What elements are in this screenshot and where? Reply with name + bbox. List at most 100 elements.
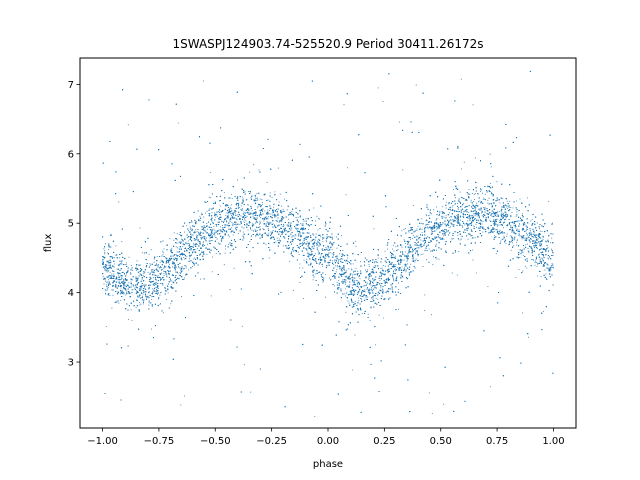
data-point bbox=[159, 302, 162, 305]
data-point bbox=[493, 230, 495, 232]
data-point bbox=[473, 213, 475, 215]
data-point bbox=[511, 237, 513, 239]
data-point bbox=[473, 193, 476, 195]
data-point bbox=[234, 224, 236, 226]
data-point bbox=[331, 253, 333, 255]
data-point bbox=[441, 213, 443, 215]
data-point bbox=[310, 240, 312, 242]
data-point bbox=[306, 255, 309, 257]
data-point bbox=[516, 244, 518, 246]
data-point bbox=[416, 251, 418, 253]
data-point bbox=[502, 227, 504, 229]
data-point bbox=[474, 157, 476, 159]
data-point bbox=[131, 319, 133, 322]
data-point bbox=[380, 287, 382, 289]
data-point bbox=[345, 311, 347, 313]
data-point bbox=[278, 238, 280, 240]
data-point bbox=[377, 87, 379, 89]
data-point bbox=[434, 237, 436, 239]
data-point bbox=[421, 218, 423, 220]
data-point bbox=[531, 250, 533, 253]
data-point bbox=[231, 221, 233, 223]
data-point bbox=[389, 274, 391, 276]
data-point bbox=[515, 200, 518, 202]
data-point bbox=[325, 241, 328, 243]
data-point bbox=[435, 219, 437, 221]
data-point bbox=[279, 193, 281, 195]
data-point bbox=[467, 238, 469, 240]
data-point bbox=[104, 288, 106, 290]
data-point bbox=[315, 273, 317, 275]
data-point bbox=[248, 212, 250, 214]
data-point bbox=[518, 232, 520, 234]
data-point bbox=[160, 272, 163, 274]
data-point bbox=[351, 269, 353, 271]
data-point bbox=[381, 274, 383, 276]
data-point bbox=[127, 318, 130, 320]
data-point bbox=[256, 193, 258, 195]
data-point bbox=[449, 212, 451, 214]
data-point bbox=[178, 241, 180, 243]
data-point bbox=[230, 210, 232, 213]
data-point bbox=[522, 254, 524, 256]
data-point bbox=[325, 246, 327, 249]
data-point bbox=[204, 229, 206, 231]
data-point bbox=[195, 229, 197, 231]
data-point bbox=[495, 253, 497, 255]
data-point bbox=[445, 220, 447, 222]
data-point bbox=[104, 252, 106, 254]
data-point bbox=[290, 212, 293, 214]
data-point bbox=[365, 298, 367, 300]
data-point bbox=[283, 198, 286, 200]
data-point bbox=[125, 282, 127, 284]
data-point bbox=[416, 247, 418, 249]
data-point bbox=[436, 258, 438, 260]
data-point bbox=[117, 279, 119, 281]
data-point bbox=[120, 299, 122, 301]
data-point bbox=[259, 225, 261, 228]
data-point bbox=[136, 260, 138, 262]
data-point bbox=[470, 201, 472, 203]
data-point bbox=[542, 310, 544, 312]
data-point bbox=[152, 268, 154, 271]
data-point bbox=[240, 208, 242, 211]
data-point bbox=[405, 265, 407, 267]
data-point bbox=[317, 240, 319, 242]
data-point bbox=[550, 248, 553, 250]
data-point bbox=[536, 247, 539, 250]
data-point bbox=[529, 231, 531, 233]
data-point bbox=[444, 220, 446, 222]
data-point bbox=[268, 232, 270, 234]
data-point bbox=[259, 213, 261, 215]
data-point bbox=[499, 219, 501, 221]
data-point bbox=[358, 276, 360, 278]
data-point bbox=[312, 279, 314, 281]
data-point bbox=[392, 244, 394, 246]
data-point bbox=[256, 217, 258, 219]
data-point bbox=[363, 264, 366, 266]
data-point bbox=[485, 213, 487, 215]
data-point bbox=[353, 301, 355, 304]
data-point bbox=[198, 218, 200, 220]
data-point bbox=[218, 200, 220, 202]
data-point bbox=[463, 202, 465, 204]
data-point bbox=[317, 250, 319, 252]
data-point bbox=[527, 247, 529, 249]
data-point bbox=[129, 272, 131, 274]
data-point bbox=[138, 296, 140, 298]
data-point bbox=[103, 283, 105, 285]
data-point bbox=[492, 248, 494, 250]
data-point bbox=[202, 251, 204, 253]
data-point bbox=[487, 202, 489, 204]
data-point bbox=[261, 210, 264, 213]
data-point bbox=[155, 286, 157, 289]
data-point bbox=[485, 221, 487, 223]
data-point bbox=[412, 254, 414, 256]
data-point bbox=[233, 267, 235, 269]
data-point bbox=[436, 229, 438, 231]
data-point bbox=[529, 240, 531, 242]
data-point bbox=[506, 200, 508, 202]
data-point bbox=[370, 284, 372, 286]
data-point bbox=[526, 228, 529, 231]
